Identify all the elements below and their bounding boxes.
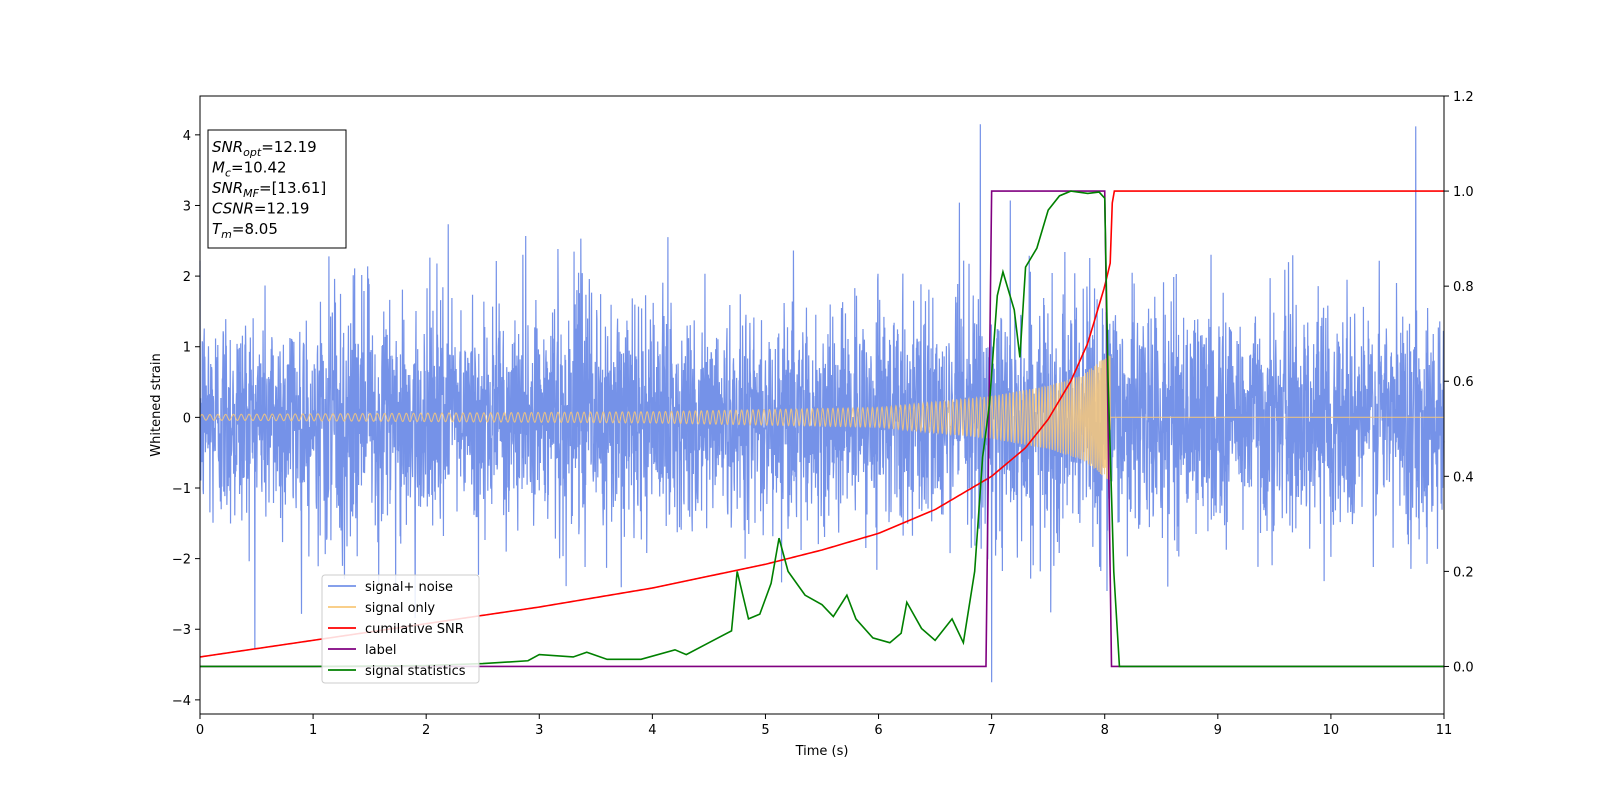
y-tick-label: 0 <box>183 411 191 426</box>
x-tick-label: 3 <box>535 723 543 738</box>
x-tick-label: 0 <box>196 723 204 738</box>
annotation-value: =10.42 <box>231 159 287 177</box>
legend-entry: signal statistics <box>365 664 466 679</box>
x-tick-label: 11 <box>1436 723 1453 738</box>
legend-entry: signal only <box>365 601 435 616</box>
x-tick-label: 2 <box>422 723 430 738</box>
x-tick-label: 7 <box>987 723 995 738</box>
y-tick-label: 4 <box>183 129 191 144</box>
y-axis-label: Whitened strain <box>149 353 164 456</box>
y-tick-label: 1 <box>183 341 191 356</box>
x-axis-label: Time (s) <box>795 744 849 759</box>
annotation-subscript: c <box>225 167 231 180</box>
x-tick-label: 4 <box>648 723 656 738</box>
annotation-symbol: SNR <box>212 138 243 156</box>
annotation-value: =8.05 <box>232 220 278 238</box>
annotation-symbol: SNR <box>212 179 243 197</box>
annotation-subscript: m <box>221 228 232 241</box>
y-tick-label: −4 <box>172 694 191 709</box>
annotation-line: Mc=10.42 <box>212 159 287 180</box>
y-axis-left: −4 −3 −2 −1 0 1 2 3 4 <box>172 129 200 709</box>
series-signal-only <box>199 355 1444 480</box>
legend-entry: cumilative SNR <box>365 622 464 637</box>
series-signal-noise <box>199 124 1445 683</box>
y-tick-label: −2 <box>172 553 191 568</box>
y-tick-label: 2 <box>183 270 191 285</box>
y-axis-right: 0.0 0.2 0.4 0.6 0.8 1.0 1.2 <box>1444 90 1474 675</box>
legend-frame <box>321 574 480 684</box>
annotation-value: =12.19 <box>254 200 310 218</box>
y2-tick-label: 1.2 <box>1453 90 1474 105</box>
annotation-subscript: MF <box>243 187 259 200</box>
x-tick-label: 9 <box>1214 723 1222 738</box>
annotation-symbol: T <box>212 220 223 238</box>
annotation-value: =12.19 <box>261 138 317 156</box>
y2-tick-label: 0.2 <box>1453 565 1474 580</box>
x-tick-label: 8 <box>1101 723 1109 738</box>
annotation-subscript: opt <box>243 146 262 159</box>
annotation-symbol: M <box>212 159 225 177</box>
y-tick-label: −3 <box>172 623 191 638</box>
x-axis: 0 1 2 3 4 5 6 7 8 9 10 11 <box>196 714 1452 738</box>
legend-entry: label <box>365 643 396 658</box>
y2-tick-label: 0.6 <box>1453 375 1474 390</box>
y2-tick-label: 0.0 <box>1453 660 1474 675</box>
annotation-line: Tm=8.05 <box>212 220 278 241</box>
stats-annotation-box: SNRopt=12.19Mc=10.42SNRMF=[13.61]CSNR=12… <box>207 129 347 249</box>
annotation-symbol: CSNR <box>212 200 254 218</box>
y-tick-label: −1 <box>172 482 191 497</box>
annotation-line: SNRMF=[13.61] <box>212 179 326 200</box>
legend: signal+ noise signal only cumilative SNR la… <box>321 574 480 684</box>
x-tick-label: 5 <box>761 723 769 738</box>
y2-tick-label: 0.4 <box>1453 470 1474 485</box>
y2-tick-label: 0.8 <box>1453 280 1474 295</box>
annotation-line: SNRopt=12.19 <box>212 138 317 159</box>
x-tick-label: 1 <box>309 723 317 738</box>
y-tick-label: 3 <box>183 199 191 214</box>
series-signal-statistics <box>200 190 1444 668</box>
x-tick-label: 10 <box>1323 723 1340 738</box>
y2-tick-label: 1.0 <box>1453 185 1474 200</box>
legend-entry: signal+ noise <box>365 580 453 595</box>
annotation-frame <box>207 129 347 249</box>
x-tick-label: 6 <box>874 723 882 738</box>
annotation-line: CSNR=12.19 <box>212 200 309 218</box>
annotation-value: =[13.61] <box>259 179 326 197</box>
plot-frame <box>199 95 1445 715</box>
